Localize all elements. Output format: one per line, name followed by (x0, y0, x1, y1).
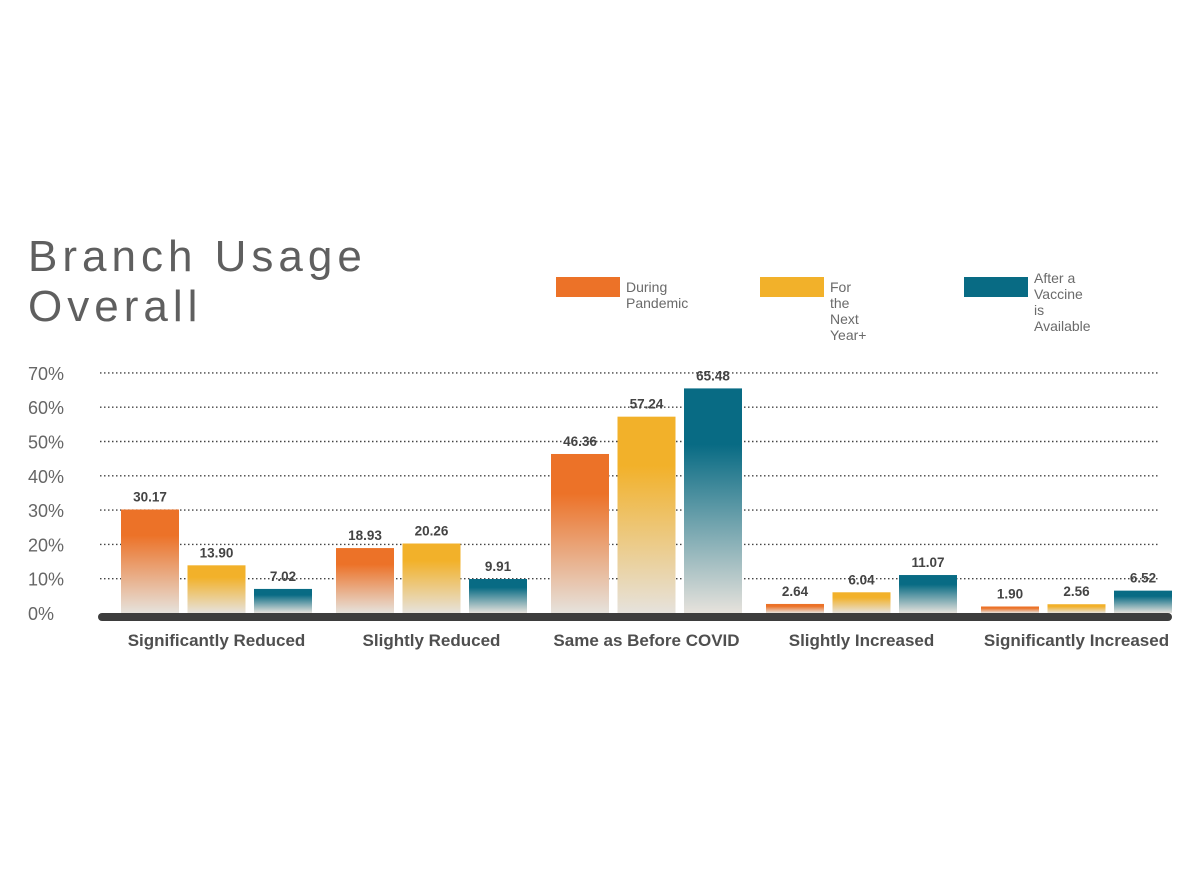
bar-value-label: 2.64 (782, 584, 809, 599)
bar-value-label: 9.91 (485, 559, 512, 574)
legend-swatch-next-year (760, 277, 824, 297)
y-tick-label: 10% (28, 570, 64, 590)
bar-value-label: 46.36 (563, 434, 597, 449)
bar (899, 575, 957, 613)
bar-value-label: 20.26 (415, 524, 449, 539)
bar (254, 588, 312, 613)
bar (1047, 604, 1106, 613)
bar (1114, 590, 1172, 613)
legend-swatch-after-vaccine (964, 277, 1028, 297)
bar-value-label: 6.04 (848, 572, 875, 587)
bar-value-label: 13.90 (200, 545, 234, 560)
chart-title-line-1: Branch Usage (28, 232, 367, 281)
bar-value-label: 57.24 (630, 397, 664, 412)
legend-label-during-pandemic: During Pandemic (626, 279, 689, 311)
bar (684, 388, 742, 613)
bar-value-label: 65.48 (696, 368, 730, 383)
x-category-label: Same as Before COVID (553, 631, 739, 650)
bar-value-label: 1.90 (997, 586, 1023, 601)
bar (832, 592, 891, 613)
x-category-label: Slightly Reduced (363, 631, 501, 650)
x-category-label: Significantly Reduced (128, 631, 306, 650)
bar (981, 606, 1039, 613)
bar (402, 543, 461, 613)
y-tick-label: 20% (28, 535, 64, 555)
y-tick-label: 70% (28, 364, 64, 384)
legend-swatch-during-pandemic (556, 277, 620, 297)
bar (617, 416, 676, 613)
bar (121, 509, 179, 613)
bar-value-label: 6.52 (1130, 571, 1156, 586)
y-tick-label: 50% (28, 433, 64, 453)
bar-value-label: 2.56 (1063, 584, 1090, 599)
legend-label-after-vaccine: After a Vaccine is Available (1034, 270, 1091, 334)
y-tick-label: 40% (28, 467, 64, 487)
legend-label-next-year: For the Next Year+ (830, 279, 867, 343)
y-tick-label: 60% (28, 398, 64, 418)
bar-value-label: 30.17 (133, 490, 167, 505)
bar (469, 579, 527, 613)
x-axis-baseline (98, 613, 1172, 621)
x-category-label: Significantly Increased (984, 631, 1169, 650)
bar (187, 565, 246, 613)
bar (551, 453, 609, 613)
y-tick-label: 30% (28, 501, 64, 521)
bar (336, 548, 394, 613)
bar (766, 603, 824, 613)
chart-title-line-2: Overall (28, 282, 203, 331)
bar-value-label: 18.93 (348, 528, 382, 543)
x-category-label: Slightly Increased (789, 631, 935, 650)
bar-value-label: 11.07 (911, 555, 944, 570)
y-tick-label: 0% (28, 604, 54, 624)
bar-value-label: 7.02 (270, 569, 296, 584)
